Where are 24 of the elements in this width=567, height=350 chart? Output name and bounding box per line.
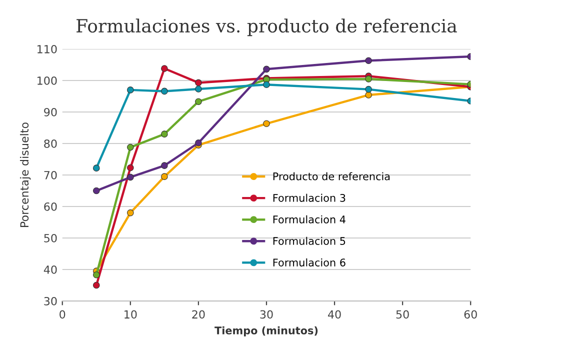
y-tick-label: 30 [44,296,57,306]
legend-label: Producto de referencia [273,172,390,180]
y-tick-label: 80 [44,139,57,148]
y-tick-label: 90 [44,108,57,116]
y-tick-label: 70 [44,170,57,180]
y-tick-label: 110 [38,44,57,54]
y-tick-label: 40 [44,265,57,274]
y-axis-title: Porcentaje disuelto [20,122,31,227]
legend-label: Formulacion 4 [273,215,346,224]
y-tick-label: 50 [44,234,57,242]
x-tick-label: 10 [124,310,137,319]
x-tick-label: 50 [396,310,409,319]
legend-label: Formulacion 6 [273,258,346,266]
x-tick-label: 0 [60,310,66,319]
x-tick-label: 40 [328,310,341,319]
y-tick-label: 60 [44,202,57,211]
x-tick-label: 30 [260,310,273,319]
y-tick-label: 100 [38,76,57,85]
legend-label: Formulacion 5 [273,236,346,245]
chart-title: Formulaciones vs. producto de referencia [76,18,457,36]
legend-label: Formulacion 3 [273,194,346,202]
x-axis-title: Tiempo (minutos) [214,326,318,336]
x-tick-label: 60 [464,310,477,319]
x-tick-label: 20 [192,310,205,319]
